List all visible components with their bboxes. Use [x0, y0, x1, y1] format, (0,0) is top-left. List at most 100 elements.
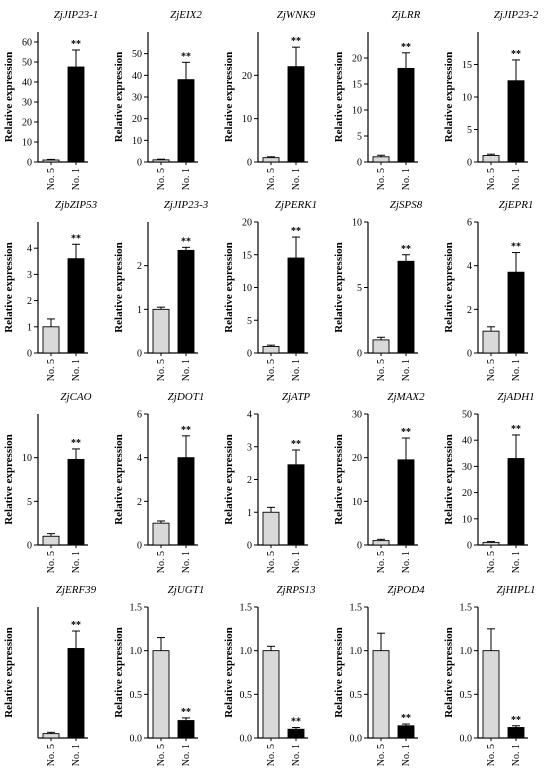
significance-marker: ** — [181, 707, 191, 718]
bar-no1 — [177, 79, 195, 163]
chart-title: ZjERF39 — [56, 584, 97, 596]
y-axis-label: Relative expression — [3, 434, 15, 525]
y-tick-label: 50 — [22, 58, 32, 69]
bar-no5 — [372, 540, 390, 546]
x-tick-label: No. 5 — [266, 551, 277, 573]
chart-panel-12: ZjDOT1 Relative expression 0 2 4 6 No. 5 No. 1 *… — [113, 391, 204, 573]
significance-marker: ** — [71, 233, 81, 244]
x-tick-label: No. 1 — [71, 359, 82, 381]
y-tick-label: 0 — [247, 349, 252, 360]
y-tick-label: 0 — [27, 541, 32, 552]
y-tick-label: 3 — [247, 442, 252, 453]
bar-no1 — [507, 271, 525, 354]
y-tick-label: 15 — [352, 80, 362, 91]
x-tick-label: No. 5 — [376, 168, 387, 190]
bar-no5 — [262, 157, 280, 163]
y-tick-label: 1.0 — [130, 646, 143, 657]
significance-marker: ** — [71, 39, 81, 50]
chart-panel-4: ZjLRR Relative expression 0 5 10 15 20 No. 5 No.… — [333, 9, 421, 190]
y-axis-label: Relative expression — [113, 242, 125, 333]
chart-title: ZjbZIP53 — [55, 199, 98, 211]
significance-marker: ** — [401, 713, 411, 724]
y-tick-label: 40 — [132, 71, 142, 82]
bar-no1 — [67, 258, 85, 354]
bar-no5 — [152, 522, 170, 546]
significance-marker: ** — [511, 715, 521, 726]
y-tick-label: 10 — [462, 93, 472, 104]
y-tick-label: 40 — [22, 78, 32, 89]
y-axis-label: Relative expression — [223, 242, 235, 333]
bar-no1 — [177, 249, 195, 354]
y-tick-label: 15 — [242, 250, 252, 261]
y-axis-label: Relative expression — [223, 434, 235, 525]
chart-title: ZjJIP23-3 — [164, 199, 209, 211]
significance-marker: ** — [511, 424, 521, 435]
y-tick-label: 1 — [247, 508, 252, 519]
chart-panel-8: ZjPERK1 Relative expression 0 5 10 15 20 No. 5 N… — [223, 199, 317, 381]
y-tick-label: 50 — [132, 49, 142, 60]
y-axis-label: Relative expression — [333, 434, 345, 525]
chart-panel-13: ZjATP Relative expression 0 1 2 3 4 No. 5 No. 1 *… — [223, 391, 310, 573]
y-tick-label: 10 — [22, 453, 32, 464]
chart-title: ZjCAO — [60, 391, 91, 403]
y-tick-label: 30 — [22, 98, 32, 109]
chart-title: ZjJIP23-2 — [494, 9, 539, 21]
significance-marker: ** — [511, 242, 521, 253]
bar-no5 — [372, 339, 390, 354]
y-tick-label: 50 — [462, 410, 472, 421]
y-tick-label: 20 — [132, 114, 142, 125]
bar-no1 — [397, 725, 415, 739]
y-tick-label: 2 — [137, 261, 142, 272]
x-tick-label: No. 5 — [46, 744, 57, 766]
significance-marker: ** — [181, 51, 191, 62]
x-tick-label: No. 1 — [291, 359, 302, 381]
y-tick-label: 0.5 — [130, 690, 143, 701]
y-tick-label: 20 — [242, 218, 252, 229]
significance-marker: ** — [71, 438, 81, 449]
bar-no1 — [397, 67, 415, 163]
y-tick-label: 0 — [27, 158, 32, 169]
y-tick-label: 30 — [462, 462, 472, 473]
bar-no5 — [482, 541, 500, 546]
chart-panel-15: ZjADH1 Relative expression 0 10 20 30 40 50 No. … — [443, 391, 535, 573]
y-tick-label: 1.5 — [460, 603, 473, 614]
y-tick-label: 20 — [352, 453, 362, 464]
chart-panel-6: ZjbZIP53 Relative expression 0 1 2 3 4 No. 5 No.… — [3, 199, 98, 381]
y-tick-label: 15 — [462, 60, 472, 71]
chart-title: ZjPERK1 — [275, 199, 317, 211]
chart-panel-2: ZjEIX2 Relative expression 0 10 20 30 40 50 No. … — [113, 9, 202, 190]
y-tick-label: 2 — [137, 497, 142, 508]
x-tick-label: No. 5 — [46, 168, 57, 190]
y-tick-label: 0 — [357, 158, 362, 169]
significance-marker: ** — [401, 427, 411, 438]
bar-no1 — [67, 648, 85, 739]
y-tick-label: 10 — [462, 514, 472, 525]
bar-no5 — [262, 346, 280, 354]
x-tick-label: No. 1 — [181, 359, 192, 381]
chart-title: ZjWNK9 — [277, 9, 316, 21]
bar-no1 — [177, 457, 195, 546]
x-tick-label: No. 5 — [156, 359, 167, 381]
significance-marker: ** — [401, 244, 411, 255]
x-tick-label: No. 5 — [376, 744, 387, 766]
y-axis-label: Relative expression — [3, 52, 15, 143]
x-tick-label: No. 5 — [266, 359, 277, 381]
significance-marker: ** — [291, 717, 301, 728]
significance-marker: ** — [291, 36, 301, 47]
x-tick-label: No. 5 — [486, 168, 497, 190]
x-tick-label: No. 5 — [46, 551, 57, 573]
significance-marker: ** — [401, 42, 411, 53]
significance-marker: ** — [291, 439, 301, 450]
bar-no5 — [482, 650, 500, 739]
bar-no1 — [67, 66, 85, 163]
chart-title: ZjATP — [282, 391, 311, 403]
x-tick-label: No. 1 — [71, 551, 82, 573]
chart-title: ZjHIPL1 — [496, 584, 535, 596]
y-tick-label: 4 — [247, 410, 252, 421]
y-tick-label: 1 — [27, 322, 32, 333]
y-tick-label: 0 — [137, 158, 142, 169]
x-tick-label: No. 5 — [266, 168, 277, 190]
y-axis-label: Relative expression — [3, 242, 15, 333]
y-tick-label: 1.5 — [130, 603, 143, 614]
bar-no5 — [42, 535, 60, 546]
